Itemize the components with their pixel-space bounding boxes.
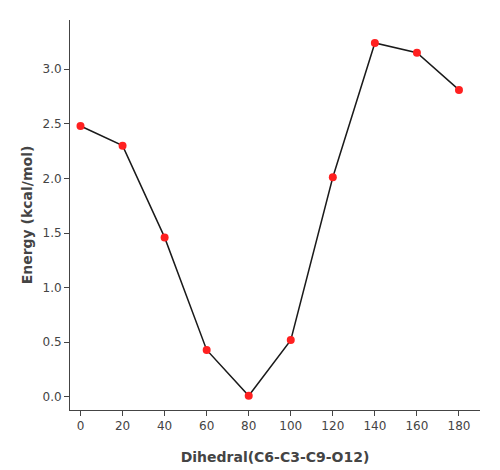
svg-text:Dihedral(C6-C3-C9-O12): Dihedral(C6-C3-C9-O12) — [181, 449, 370, 465]
svg-text:1.5: 1.5 — [43, 226, 62, 240]
svg-text:3.0: 3.0 — [43, 62, 62, 76]
svg-text:140: 140 — [363, 419, 386, 433]
svg-text:2.5: 2.5 — [43, 117, 62, 131]
svg-text:180: 180 — [448, 419, 471, 433]
svg-text:0: 0 — [77, 419, 85, 433]
svg-text:0.0: 0.0 — [43, 390, 62, 404]
svg-text:20: 20 — [115, 419, 130, 433]
svg-text:2.0: 2.0 — [43, 172, 62, 186]
svg-text:1.0: 1.0 — [43, 281, 62, 295]
svg-text:Energy (kcal/mol): Energy (kcal/mol) — [19, 146, 35, 285]
svg-text:80: 80 — [241, 419, 256, 433]
svg-text:0.5: 0.5 — [43, 335, 62, 349]
svg-text:160: 160 — [405, 419, 428, 433]
svg-text:60: 60 — [199, 419, 214, 433]
svg-text:40: 40 — [157, 419, 172, 433]
svg-text:100: 100 — [279, 419, 302, 433]
svg-text:120: 120 — [321, 419, 344, 433]
